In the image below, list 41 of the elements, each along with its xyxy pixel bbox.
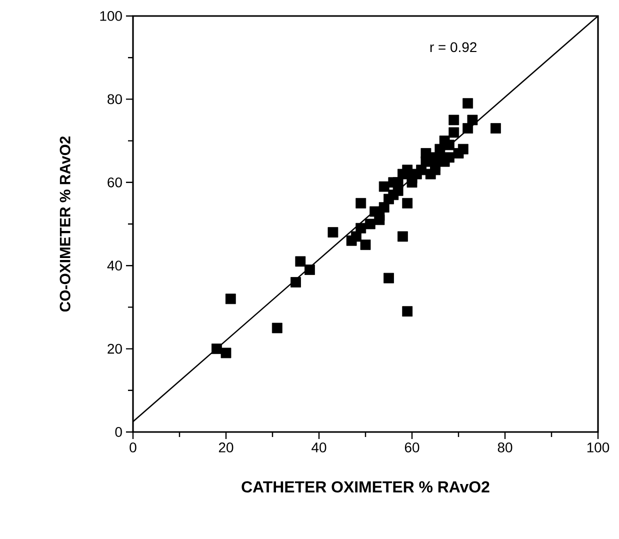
point: [290, 277, 301, 288]
x-axis-title: CATHETER OXIMETER % RAvO2: [242, 481, 490, 493]
point: [272, 322, 282, 334]
point: [212, 344, 222, 354]
x-tick-label: 40: [312, 442, 326, 452]
point: [458, 144, 468, 154]
annotation: r = 0.92: [430, 42, 476, 52]
y-tick-label: 0: [115, 427, 122, 437]
point: [398, 231, 408, 242]
point: [462, 98, 474, 109]
point: [364, 218, 376, 230]
point: [356, 222, 366, 234]
point: [402, 198, 413, 208]
point: [402, 306, 413, 317]
y-tick-label: 100: [100, 11, 122, 21]
point: [448, 127, 460, 138]
point: [444, 152, 454, 163]
y-tick-label: 60: [108, 177, 122, 188]
y-axis-title: CO-OXIMETER % RAvO2: [60, 136, 70, 312]
x-tick-label: 100: [587, 442, 610, 452]
point: [360, 240, 371, 250]
y-tick-label: 20: [108, 344, 122, 354]
point: [304, 264, 315, 275]
point: [392, 186, 404, 196]
point: [384, 272, 394, 284]
x-tick-label: 80: [498, 442, 512, 452]
point: [356, 198, 366, 208]
x-tick-label: 20: [218, 442, 234, 452]
point: [328, 227, 338, 238]
point: [295, 256, 306, 267]
point: [448, 114, 460, 126]
point: [490, 123, 501, 134]
x-tick-label: 60: [404, 442, 420, 452]
point: [467, 114, 478, 126]
y-tick-label: 40: [107, 260, 122, 271]
point: [444, 140, 454, 150]
point: [225, 294, 236, 304]
point: [378, 181, 390, 192]
point: [220, 348, 232, 358]
y-tick-label: 80: [108, 94, 122, 104]
x-tick-label: 0: [130, 442, 136, 452]
